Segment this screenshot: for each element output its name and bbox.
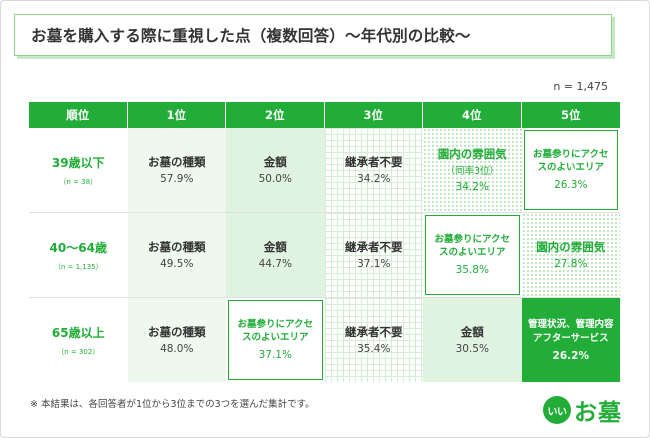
item-name: 継承者不要 [345,154,403,169]
item-value: 49.5% [160,258,194,271]
item-name: お墓参りにアクセスのよいエリア [434,234,511,258]
logo-text: お墓 [574,400,622,426]
item-name: お墓の種類 [148,154,206,169]
rank-cell: お墓の種類 49.5% [127,213,226,297]
table-row: 65歳以上 （n = 302） お墓の種類 48.0% お墓参りにアクセスのよい… [29,298,620,382]
rank-cell: お墓の種類 48.0% [127,298,226,382]
item-name: 継承者不要 [345,324,403,339]
age-group-n: （n = 38） [59,177,98,186]
item-note: （同率3位） [445,166,500,178]
header-1st: 1位 [127,102,226,128]
age-group-cell: 39歳以下 （n = 38） [29,128,128,212]
footnote: ※ 本結果は、各回答者が1位から3位までの3つを選んだ集計です。 [30,399,315,410]
brand-logo: いい お墓 [543,393,622,427]
rank-cell: 継承者不要 35.4% [324,298,423,382]
rank-cell: 継承者不要 37.1% [324,213,423,297]
item-name: お墓の種類 [148,239,206,254]
item-name: お墓参りにアクセスのよいエリア [237,319,314,343]
age-group-n: （n = 302） [57,347,100,356]
rank-cell: お墓参りにアクセスのよいエリア 35.8% [423,213,522,297]
rank-cell: お墓参りにアクセスのよいエリア 37.1% [226,298,325,382]
item-value: 35.8% [455,263,489,276]
item-value: 30.5% [455,343,489,356]
highlight-box: お墓参りにアクセスのよいエリア 35.8% [425,215,520,295]
item-name: 継承者不要 [345,239,403,254]
header-4th: 4位 [423,102,522,128]
rank-cell: お墓の種類 57.9% [127,128,226,212]
item-value: 35.4% [357,343,391,356]
rank-cell: 金額 44.7% [226,213,325,297]
item-value: 34.2% [357,173,391,186]
header-5th: 5位 [521,102,620,128]
rank-cell: 金額 30.5% [423,298,522,382]
age-group-label: 65歳以上 [51,325,105,340]
age-group-label: 39歳以下 [51,155,105,170]
item-name: 金額 [263,154,287,169]
chart-title: お墓を購入する際に重視した点（複数回答）～年代別の比較～ [14,14,612,56]
item-name: お墓の種類 [148,324,206,339]
item-name: 園内の雰囲気 [437,146,507,161]
age-group-n: （n = 1,135） [53,262,103,271]
age-group-cell: 40～64歳 （n = 1,135） [29,213,128,297]
item-value: 37.1% [357,258,391,271]
item-value: 34.2% [455,181,489,194]
highlight-box: お墓参りにアクセスのよいエリア 26.3% [523,130,618,210]
age-group-cell: 65歳以上 （n = 302） [29,298,128,382]
ranking-table: 順位 1位 2位 3位 4位 5位 39歳以下 （n = 38） お墓の種類 5… [29,102,620,382]
item-value: 44.7% [258,258,292,271]
item-value: 57.9% [160,173,194,186]
rank-cell: お墓参りにアクセスのよいエリア 26.3% [521,128,620,212]
item-name: 園内の雰囲気 [536,239,606,254]
header-3rd: 3位 [324,102,423,128]
table-header-row: 順位 1位 2位 3位 4位 5位 [29,102,620,128]
age-group-label: 40～64歳 [49,240,107,255]
header-2nd: 2位 [226,102,325,128]
rank-cell: 園内の雰囲気 27.8% [521,213,620,297]
rank-cell: 継承者不要 34.2% [324,128,423,212]
rank-cell: 園内の雰囲気 （同率3位） 34.2% [423,128,522,212]
item-value: 26.2% [552,349,589,362]
item-name: 管理状況、管理内容アフターサービス [527,319,614,344]
table-row: 40～64歳 （n = 1,135） お墓の種類 49.5% 金額 44.7% … [29,213,620,298]
item-value: 26.3% [554,178,588,191]
table-row: 39歳以下 （n = 38） お墓の種類 57.9% 金額 50.0% 継承者不… [29,128,620,213]
logo-mark: いい [543,396,571,424]
item-value: 27.8% [554,258,588,271]
rank-cell: 金額 50.0% [226,128,325,212]
highlight-box: お墓参りにアクセスのよいエリア 37.1% [228,300,323,380]
sample-size: n = 1,475 [553,80,608,93]
item-name: 金額 [460,324,484,339]
item-name: お墓参りにアクセスのよいエリア [532,149,609,173]
item-name: 金額 [263,239,287,254]
item-value: 48.0% [160,343,194,356]
rank-cell: 管理状況、管理内容アフターサービス 26.2% [521,298,620,382]
item-value: 37.1% [258,348,292,361]
item-value: 50.0% [258,173,292,186]
header-rank: 順位 [29,102,128,128]
